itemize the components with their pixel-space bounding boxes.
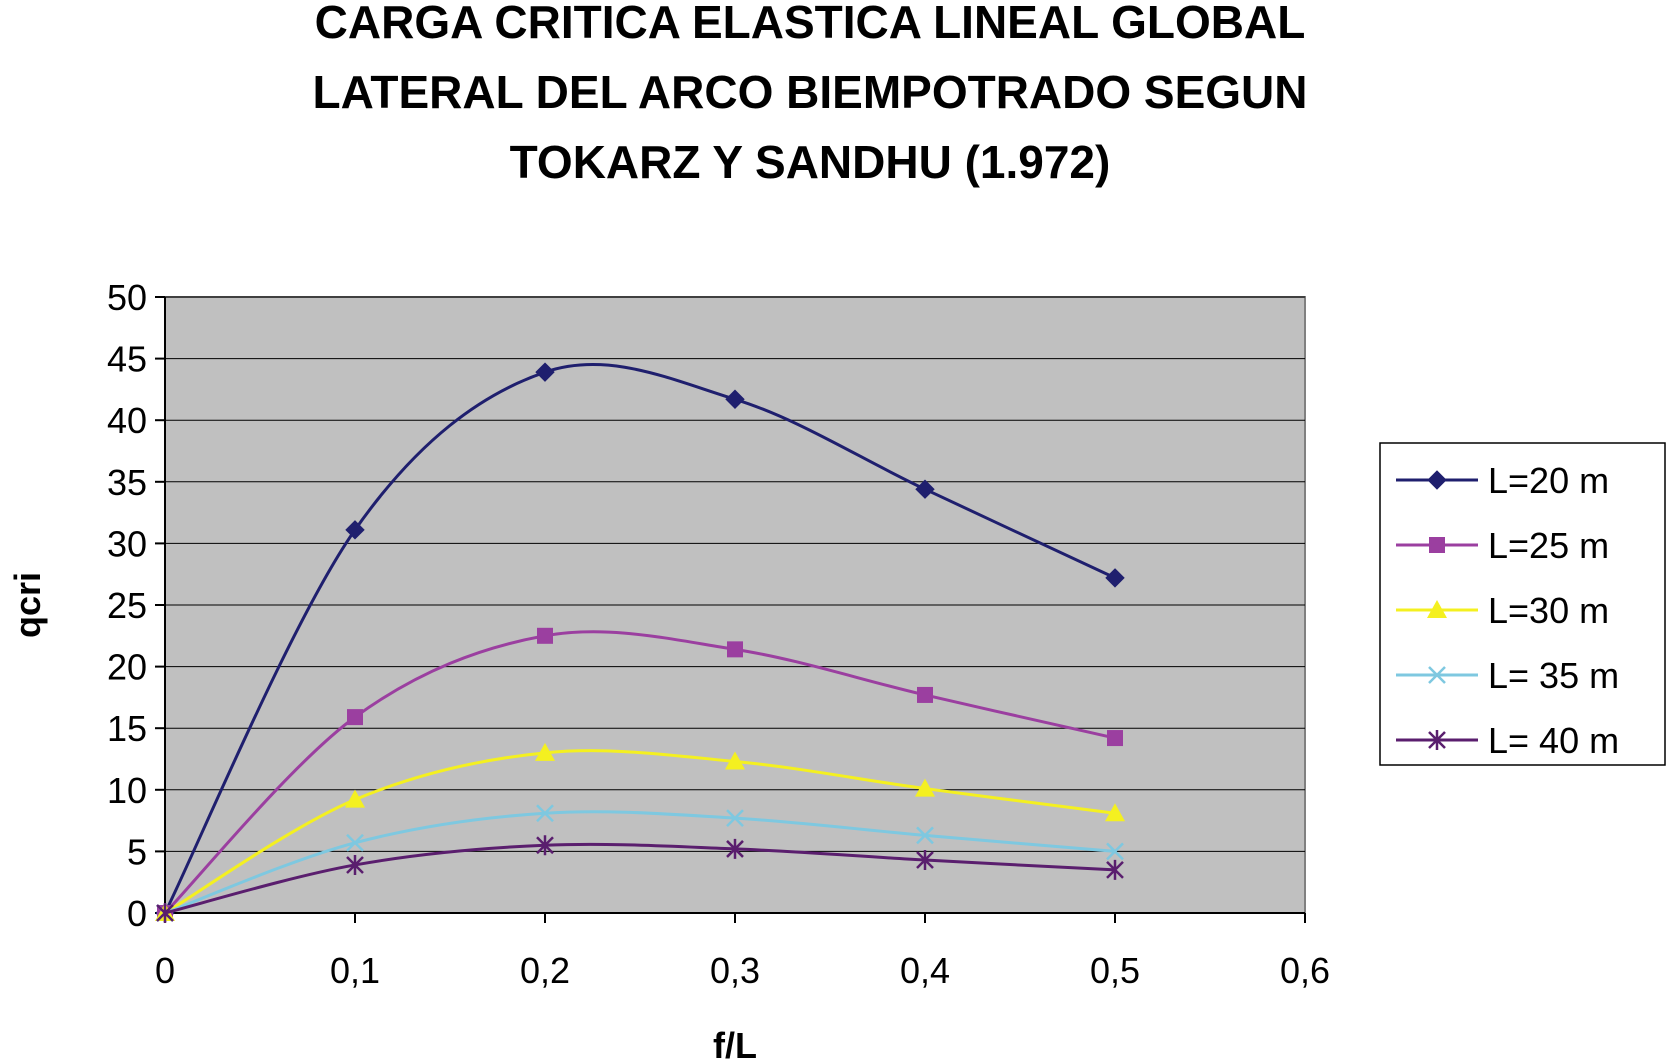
chart-title-line-3: TOKARZ Y SANDHU (1.972) xyxy=(510,136,1111,188)
y-tick-label: 35 xyxy=(107,462,147,503)
y-tick-label: 50 xyxy=(107,277,147,318)
legend-marker xyxy=(1428,730,1446,750)
y-tick-label: 25 xyxy=(107,585,147,626)
chart-title-line-2: LATERAL DEL ARCO BIEMPOTRADO SEGUN xyxy=(313,66,1308,118)
x-tick-label: 0,4 xyxy=(900,950,950,991)
x-tick-label: 0,1 xyxy=(330,950,380,991)
data-point xyxy=(1105,803,1125,822)
data-point xyxy=(535,742,555,761)
data-point xyxy=(915,778,935,797)
data-point xyxy=(536,804,554,823)
data-point xyxy=(916,850,934,871)
data-point xyxy=(1105,568,1125,588)
data-point xyxy=(537,627,553,644)
legend-marker xyxy=(1427,600,1447,618)
series-group xyxy=(155,362,1125,923)
data-point xyxy=(1107,730,1123,747)
legend-box xyxy=(1379,442,1666,766)
series-line xyxy=(164,842,1116,915)
data-point xyxy=(915,479,935,499)
data-point xyxy=(725,751,745,770)
series-line xyxy=(163,362,1116,914)
x-tick-label: 0 xyxy=(155,950,175,991)
y-tick-label: 5 xyxy=(127,831,147,872)
legend-marker xyxy=(1429,537,1445,553)
data-point xyxy=(916,826,934,845)
x-tick-label: 0,6 xyxy=(1280,950,1330,991)
series-2 xyxy=(157,627,1123,921)
y-tick-label: 0 xyxy=(127,893,147,934)
data-point xyxy=(346,854,364,875)
x-axis-title: f/L xyxy=(713,1025,757,1064)
data-point xyxy=(347,709,363,726)
y-tick-label: 10 xyxy=(107,770,147,811)
x-tick-label: 0,2 xyxy=(520,950,570,991)
legend-label: L= 40 m xyxy=(1488,720,1619,761)
chart-title: CARGA CRITICA ELASTICA LINEAL GLOBAL LAT… xyxy=(313,0,1308,188)
y-tick-label: 30 xyxy=(107,523,147,564)
x-tick-label: 0,5 xyxy=(1090,950,1140,991)
series-line xyxy=(164,749,1116,915)
y-tick-label: 20 xyxy=(107,647,147,688)
data-point xyxy=(345,520,365,540)
y-tick-label: 15 xyxy=(107,708,147,749)
legend: L=20 m L=25 m L=30 m L= 35 m L= 40 m xyxy=(1379,442,1666,766)
series-line xyxy=(164,810,1116,915)
axes xyxy=(155,296,1306,923)
data-point xyxy=(345,789,365,808)
x-tick-label: 0,3 xyxy=(710,950,760,991)
data-point xyxy=(726,838,744,859)
legend-label: L=20 m xyxy=(1488,460,1609,501)
series-line xyxy=(163,630,1116,915)
data-point xyxy=(156,903,174,923)
data-point xyxy=(1106,859,1124,880)
data-point xyxy=(536,835,554,856)
data-point xyxy=(1106,842,1124,861)
legend-label: L= 35 m xyxy=(1488,655,1619,696)
data-point xyxy=(727,641,743,658)
chart-title-line-1: CARGA CRITICA ELASTICA LINEAL GLOBAL xyxy=(315,0,1306,48)
series-5 xyxy=(156,835,1124,923)
legend-label: L=25 m xyxy=(1488,525,1609,566)
y-tick-label: 45 xyxy=(107,339,147,380)
data-point xyxy=(917,686,933,703)
legend-marker xyxy=(1427,470,1447,490)
data-point xyxy=(535,362,555,382)
legend-label: L=30 m xyxy=(1488,590,1609,631)
y-tick-label: 40 xyxy=(107,400,147,441)
y-axis-title: qcri xyxy=(7,572,48,638)
data-point xyxy=(726,809,744,828)
tick-labels: 0 5 10 15 20 25 30 35 40 45 50 0 0,1 0,2 0,3 0,4 0,5 0,6 xyxy=(107,277,1330,991)
data-point xyxy=(725,389,745,409)
data-point xyxy=(346,833,364,852)
legend-marker xyxy=(1428,666,1446,684)
